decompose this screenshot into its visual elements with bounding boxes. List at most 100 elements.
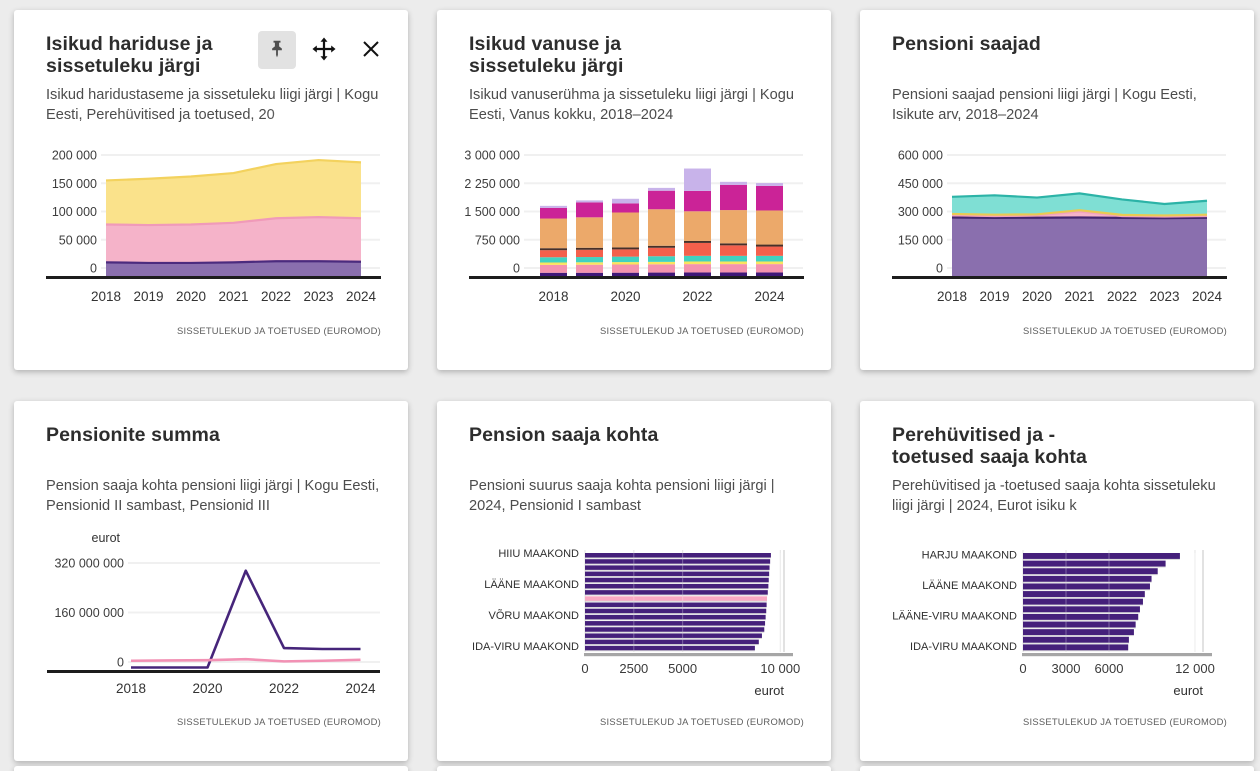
svg-text:2018: 2018 xyxy=(116,681,146,696)
stacked-area-chart[interactable]: 0 150 000 300 000 450 000 600 000 2018 2019 202… xyxy=(860,10,1254,370)
card-partial[interactable] xyxy=(14,766,408,771)
data-source-label: SISSETULEKUD JA TOETUSED (EUROMOD) xyxy=(599,716,804,727)
line-chart[interactable]: 0 160 000 000 320 000 000 eurot 2018 2020 2022… xyxy=(14,401,408,761)
card-subtitle: Isikud vanuserühma ja sissetuleku liigi … xyxy=(469,86,807,126)
svg-text:2019: 2019 xyxy=(979,289,1009,304)
move-button[interactable] xyxy=(305,31,343,69)
subtitle-fade xyxy=(266,496,384,517)
subtitle-fade xyxy=(689,105,807,126)
svg-text:50 000: 50 000 xyxy=(59,233,97,247)
svg-text:2018: 2018 xyxy=(538,289,568,304)
svg-text:2022: 2022 xyxy=(261,289,291,304)
data-source-label: SISSETULEKUD JA TOETUSED (EUROMOD) xyxy=(1022,716,1227,727)
svg-text:10 000: 10 000 xyxy=(760,661,800,676)
svg-text:300 000: 300 000 xyxy=(898,205,943,219)
svg-text:eurot: eurot xyxy=(92,531,121,545)
svg-text:3 000 000: 3 000 000 xyxy=(464,149,520,163)
svg-text:2024: 2024 xyxy=(754,289,785,304)
card-subtitle: Pensioni suurus saaja kohta pensioni lii… xyxy=(469,478,775,514)
svg-text:2021: 2021 xyxy=(1064,289,1094,304)
card-subtitle: Isikud haridustaseme ja sissetuleku liig… xyxy=(46,86,384,126)
data-source-label: SISSETULEKUD JA TOETUSED (EUROMOD) xyxy=(1022,325,1227,336)
svg-text:2022: 2022 xyxy=(1107,289,1137,304)
card-title: Pensioni saajad xyxy=(892,33,1041,55)
svg-text:600 000: 600 000 xyxy=(898,149,943,163)
card-subtitle: Perehüvitised ja -toetused saaja kohta s… xyxy=(892,477,1230,517)
svg-text:2500: 2500 xyxy=(619,661,648,676)
svg-text:IDA-VIRU MAAKOND: IDA-VIRU MAAKOND xyxy=(472,641,579,653)
svg-text:2024: 2024 xyxy=(1192,289,1223,304)
chart-card-pensioni-saajad[interactable]: 0 150 000 300 000 450 000 600 000 2018 2019 202… xyxy=(860,10,1254,370)
horizontal-bar-chart[interactable]: HARJU MAAKOND LÄÄNE MAAKOND LÄÄNE-VIRU MAA… xyxy=(860,401,1254,761)
close-icon xyxy=(361,39,381,62)
svg-text:100 000: 100 000 xyxy=(52,205,97,219)
svg-text:0: 0 xyxy=(581,661,588,676)
svg-text:0: 0 xyxy=(117,656,124,670)
close-button[interactable] xyxy=(352,31,390,69)
svg-text:5000: 5000 xyxy=(668,661,697,676)
svg-text:eurot: eurot xyxy=(754,683,784,698)
card-partial[interactable] xyxy=(860,766,1254,771)
pushpin-icon xyxy=(266,38,288,63)
svg-text:200 000: 200 000 xyxy=(52,149,97,163)
svg-text:HIIU MAAKOND: HIIU MAAKOND xyxy=(498,548,579,560)
svg-text:2021: 2021 xyxy=(218,289,248,304)
subtitle-fade xyxy=(1112,496,1230,517)
data-source-label: SISSETULEKUD JA TOETUSED (EUROMOD) xyxy=(176,716,381,727)
svg-text:2018: 2018 xyxy=(91,289,121,304)
card-subtitle: Pension saaja kohta pensioni liigi järgi… xyxy=(46,477,384,517)
svg-text:LÄÄNE MAAKOND: LÄÄNE MAAKOND xyxy=(484,579,579,591)
card-partial[interactable] xyxy=(437,766,831,771)
card-subtitle: Pensioni saajad pensioni liigi järgi | K… xyxy=(892,87,1197,123)
chart-card-isikud-vanuse[interactable]: 0 750 000 1 500 000 2 250 000 3 000 000 2018 2… xyxy=(437,10,831,370)
stacked-area-chart[interactable]: 0 50 000 100 000 150 000 200 000 2018 2019 2020… xyxy=(14,10,408,370)
card-title: Perehüvitised ja - toetused saaja kohta xyxy=(892,424,1087,468)
svg-text:750 000: 750 000 xyxy=(475,233,520,247)
chart-card-perehyvitised[interactable]: HARJU MAAKOND LÄÄNE MAAKOND LÄÄNE-VIRU MAA… xyxy=(860,401,1254,761)
svg-text:HARJU MAAKOND: HARJU MAAKOND xyxy=(922,549,1017,561)
svg-text:160 000 000: 160 000 000 xyxy=(54,606,124,620)
svg-text:0: 0 xyxy=(1019,661,1026,676)
data-source-label: SISSETULEKUD JA TOETUSED (EUROMOD) xyxy=(599,325,804,336)
svg-text:LÄÄNE MAAKOND: LÄÄNE MAAKOND xyxy=(922,580,1017,592)
svg-text:2 250 000: 2 250 000 xyxy=(464,177,520,191)
svg-text:1 500 000: 1 500 000 xyxy=(464,205,520,219)
horizontal-bar-chart[interactable]: HIIU MAAKOND LÄÄNE MAAKOND VÕRU MAAKOND IDA… xyxy=(437,401,831,761)
chart-card-pension-saaja-kohta[interactable]: HIIU MAAKOND LÄÄNE MAAKOND VÕRU MAAKOND IDA… xyxy=(437,401,831,761)
svg-text:12 000: 12 000 xyxy=(1175,661,1215,676)
svg-text:IDA-VIRU MAAKOND: IDA-VIRU MAAKOND xyxy=(910,641,1017,653)
card-title: Pensionite summa xyxy=(46,424,220,446)
pin-button[interactable] xyxy=(258,31,296,69)
svg-text:2022: 2022 xyxy=(682,289,712,304)
data-source-label: SISSETULEKUD JA TOETUSED (EUROMOD) xyxy=(176,325,381,336)
svg-text:2024: 2024 xyxy=(345,681,376,696)
svg-text:LÄÄNE-VIRU MAAKOND: LÄÄNE-VIRU MAAKOND xyxy=(892,610,1017,622)
card-title: Isikud hariduse ja sissetuleku järgi xyxy=(46,33,213,77)
svg-text:0: 0 xyxy=(90,262,97,276)
svg-text:eurot: eurot xyxy=(1173,683,1203,698)
move-icon xyxy=(312,36,336,64)
svg-text:6000: 6000 xyxy=(1095,661,1124,676)
stacked-bar-chart[interactable]: 0 750 000 1 500 000 2 250 000 3 000 000 2018 2… xyxy=(437,10,831,370)
svg-text:320 000 000: 320 000 000 xyxy=(54,557,124,571)
chart-card-pensionite-summa[interactable]: 0 160 000 000 320 000 000 eurot 2018 2020 2022… xyxy=(14,401,408,761)
svg-text:0: 0 xyxy=(936,262,943,276)
svg-text:150 000: 150 000 xyxy=(52,177,97,191)
card-title: Isikud vanuse ja sissetuleku järgi xyxy=(469,33,624,77)
svg-text:3000: 3000 xyxy=(1052,661,1081,676)
svg-text:2022: 2022 xyxy=(269,681,299,696)
svg-text:150 000: 150 000 xyxy=(898,233,943,247)
svg-text:2018: 2018 xyxy=(937,289,967,304)
svg-text:2020: 2020 xyxy=(610,289,640,304)
chart-card-isikud-hariduse[interactable]: 0 50 000 100 000 150 000 200 000 2018 2019 2020… xyxy=(14,10,408,370)
card-toolbar xyxy=(258,31,390,69)
svg-text:2020: 2020 xyxy=(176,289,206,304)
svg-text:2023: 2023 xyxy=(1149,289,1179,304)
svg-text:2020: 2020 xyxy=(192,681,222,696)
card-title: Pension saaja kohta xyxy=(469,424,659,446)
svg-text:2023: 2023 xyxy=(303,289,333,304)
svg-text:2024: 2024 xyxy=(346,289,377,304)
svg-text:2020: 2020 xyxy=(1022,289,1052,304)
svg-text:VÕRU MAAKOND: VÕRU MAAKOND xyxy=(489,609,580,622)
